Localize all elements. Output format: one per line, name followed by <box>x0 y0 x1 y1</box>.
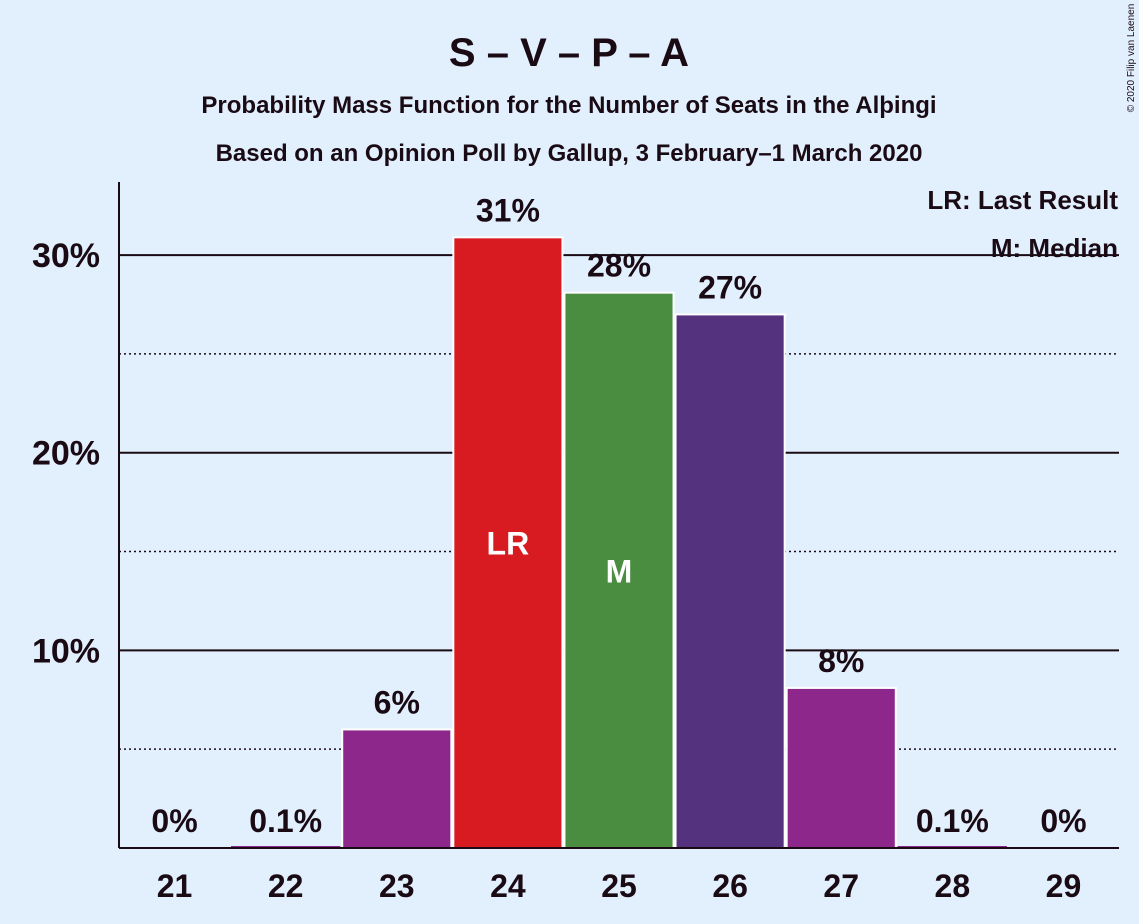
x-tick-label-28: 28 <box>935 868 971 904</box>
bar-25 <box>563 291 675 850</box>
data-label-28: 0.1% <box>916 803 989 839</box>
data-label-24: 31% <box>476 192 540 228</box>
chart-subtitle-1: Probability Mass Function for the Number… <box>201 92 936 119</box>
y-tick-labels: 10% 20% 30% <box>32 237 100 670</box>
axes <box>118 182 1119 849</box>
data-label-22: 0.1% <box>249 803 322 839</box>
bar-26 <box>674 313 786 849</box>
y-tick-label: 20% <box>32 435 100 473</box>
data-labels: 0% 0.1% 6% 31% LR 28% M 27% 8% 0.1% 0% <box>151 192 1086 839</box>
x-tick-label-21: 21 <box>157 868 193 904</box>
x-tick-label-29: 29 <box>1046 868 1082 904</box>
x-tick-label-23: 23 <box>379 868 415 904</box>
y-tick-label: 30% <box>32 237 100 275</box>
bar-27 <box>785 686 897 849</box>
bars <box>231 236 1007 850</box>
y-tick-label: 10% <box>32 632 100 670</box>
legend-median: M: Median <box>991 233 1118 263</box>
bar-marker-lr: LR <box>487 526 530 562</box>
bar-marker-m: M <box>606 553 633 589</box>
copyright-notice: © 2020 Filip van Laenen <box>1126 4 1137 113</box>
bar-23 <box>341 728 453 849</box>
bar-24 <box>452 236 564 849</box>
data-label-25: 28% <box>587 248 651 284</box>
x-tick-label-22: 22 <box>268 868 304 904</box>
data-label-21: 0% <box>151 803 197 839</box>
legend-last-result: LR: Last Result <box>927 185 1118 215</box>
data-label-27: 8% <box>818 643 864 679</box>
x-tick-label-27: 27 <box>823 868 859 904</box>
chart-subtitle-2: Based on an Opinion Poll by Gallup, 3 Fe… <box>216 140 923 167</box>
x-tick-label-25: 25 <box>601 868 637 904</box>
data-label-29: 0% <box>1040 803 1086 839</box>
chart-title: S – V – P – A <box>449 31 689 75</box>
data-label-26: 27% <box>698 269 762 305</box>
x-tick-label-24: 24 <box>490 868 526 904</box>
x-tick-label-26: 26 <box>712 868 748 904</box>
x-tick-labels: 21 22 23 24 25 26 27 28 29 <box>157 868 1081 904</box>
data-label-23: 6% <box>374 684 420 720</box>
